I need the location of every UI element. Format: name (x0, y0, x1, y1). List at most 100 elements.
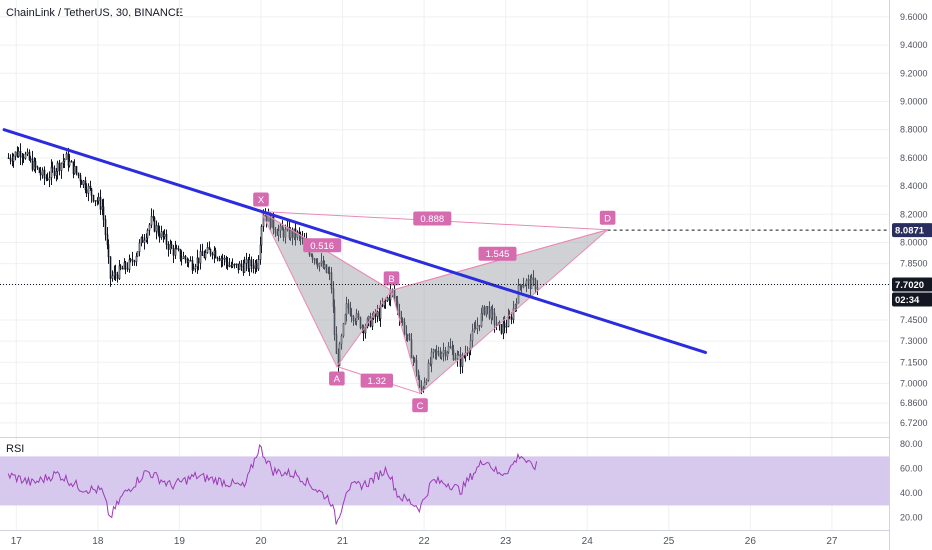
candle (446, 350, 449, 361)
candle (376, 304, 379, 323)
candle (408, 333, 411, 341)
candle (116, 271, 119, 283)
candle-body (225, 257, 228, 263)
candle (58, 159, 61, 176)
candle-body (330, 272, 333, 290)
candle-body (430, 351, 433, 365)
candle-body (255, 262, 258, 270)
candle-body (512, 308, 515, 320)
candle (165, 229, 168, 250)
candle (129, 257, 132, 263)
candle (138, 239, 141, 257)
candle (87, 183, 90, 202)
candle-body (99, 196, 102, 210)
candle (31, 150, 34, 172)
candle (21, 152, 24, 166)
candle-body (410, 339, 413, 359)
candle-body (532, 277, 535, 280)
pattern-ratio-bg (413, 211, 452, 226)
candle (432, 348, 435, 359)
current-price-tag-bg (892, 277, 932, 292)
candle (24, 151, 27, 160)
candle-body (206, 247, 209, 253)
candle (48, 171, 51, 188)
candle (148, 222, 151, 236)
price-tick-label: 7.0000 (900, 378, 928, 388)
candle (459, 346, 462, 374)
candle-body (466, 352, 469, 354)
candle-body (157, 225, 160, 234)
candle (174, 240, 177, 260)
candle (328, 266, 331, 281)
candle-body (102, 206, 105, 220)
candle-body (209, 249, 212, 255)
candle (150, 208, 153, 229)
candle-body (119, 265, 122, 269)
candle-body (505, 326, 508, 328)
candle (53, 165, 56, 179)
candle (9, 154, 12, 165)
candle (316, 258, 319, 270)
candle-body (124, 262, 127, 269)
candle (355, 308, 358, 326)
candle-body (248, 259, 251, 269)
candle-body (250, 259, 253, 266)
candle-body (342, 323, 345, 337)
candle (257, 255, 260, 271)
descending-trendline[interactable] (2, 128, 707, 354)
time-tick-label: 21 (337, 536, 349, 547)
candle-body (158, 233, 161, 238)
candle (406, 334, 409, 342)
pattern-ratio-bg (478, 246, 517, 261)
candle-body (226, 261, 229, 267)
candle-body (214, 250, 217, 259)
candle (118, 260, 121, 280)
candle (75, 165, 78, 176)
candle-body (471, 330, 474, 341)
pattern-point-d-bg (599, 210, 616, 225)
candle-body (41, 169, 44, 176)
candle (216, 256, 219, 262)
candle (243, 256, 246, 273)
candle (79, 172, 82, 188)
candle (136, 251, 139, 257)
candle-body (170, 243, 173, 249)
candle-body (369, 316, 372, 327)
pattern-point-x-bg (253, 192, 269, 207)
candle-body (522, 285, 525, 288)
time-tick-label: 22 (419, 536, 431, 547)
candle-body (415, 359, 418, 373)
candle-body (17, 150, 20, 157)
candle (43, 166, 46, 185)
candle (184, 254, 187, 264)
candle (248, 253, 251, 276)
candle-body (22, 156, 25, 159)
candle-body (111, 275, 114, 279)
candle (357, 310, 360, 321)
pattern-ratio-text: 0.516 (310, 241, 334, 252)
candle (332, 281, 335, 313)
target-price-tag-text: 8.0871 (895, 226, 925, 237)
candle-body (350, 314, 353, 318)
candle (39, 166, 42, 181)
candle (437, 346, 440, 357)
candle-body (325, 264, 328, 273)
candle (447, 341, 450, 354)
candle (90, 187, 93, 203)
candle (488, 301, 491, 320)
candle-body (403, 321, 406, 334)
candle (311, 253, 314, 264)
candle-body (204, 252, 207, 259)
candle (163, 229, 166, 240)
pattern-point-c: C (412, 398, 428, 413)
candle (277, 224, 280, 242)
candle (68, 154, 71, 168)
candle (265, 215, 268, 228)
candle-body (29, 158, 32, 160)
candle-body (289, 229, 292, 238)
candle (167, 241, 170, 257)
candle (235, 263, 238, 269)
candle (197, 257, 200, 271)
candle-body (187, 260, 190, 263)
